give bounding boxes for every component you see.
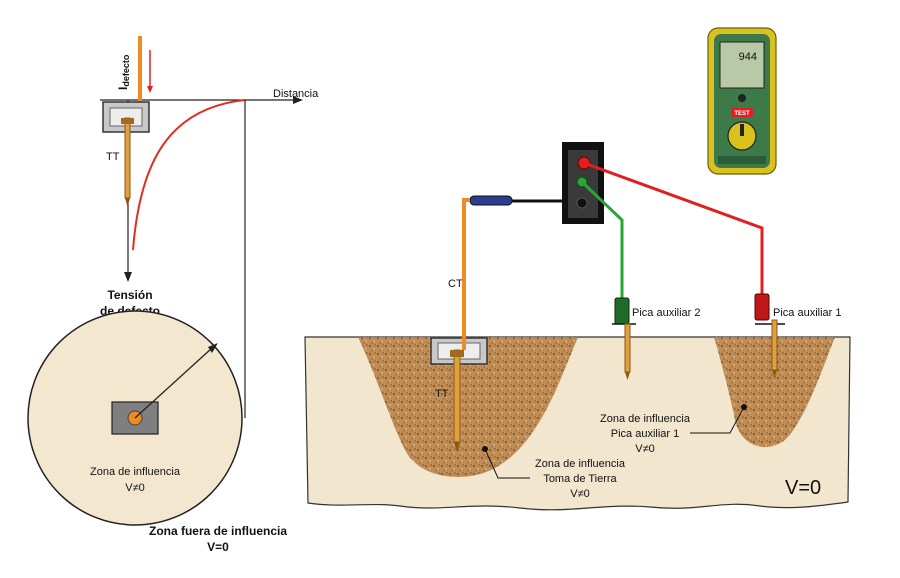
ct-cable-label: CT (448, 278, 463, 290)
probe1-label: Pica auxiliar 1 (773, 307, 841, 319)
probe1-tip (772, 370, 777, 378)
meter-test-label: TEST (734, 111, 750, 117)
probe1-zone-label-2: Pica auxiliar 1 (611, 428, 679, 440)
outer-zone-label-1: Zona fuera de influencia (149, 524, 287, 538)
fault-voltage-label-1: Tensión (107, 288, 152, 302)
fault-current-arrowhead (147, 86, 153, 93)
meter-reading: 944 (739, 51, 757, 63)
radius-arrowhead (208, 343, 218, 353)
meter-terminal-strip (718, 156, 766, 164)
left-diagram: Distancia Idefecto TT Tensión de defecto… (27, 36, 319, 554)
meter-test-button (731, 108, 753, 117)
ground-zone-label-3: V≠0 (570, 488, 590, 500)
probe1-rod (771, 319, 778, 371)
right-diagram: TT CT Pica auxiliar 2 Pica auxiliar 1 (304, 142, 851, 511)
distance-axis-arrow (293, 96, 303, 104)
voltage-axis-arrow (124, 272, 132, 282)
probe2-rod (624, 323, 631, 373)
right-electrode-clamp (450, 350, 464, 357)
ground-influence-cone (358, 337, 578, 477)
right-electrode-tip (454, 442, 460, 452)
terminal-black (576, 197, 588, 209)
probe1-influence-cone (714, 337, 835, 448)
probe1-clip (754, 293, 770, 321)
green-lead (580, 180, 624, 300)
outer-zone-label-2: V=0 (207, 540, 229, 554)
blue-connector (469, 195, 513, 206)
voltage-decay-curve (132, 99, 246, 251)
meter-dial-pointer (740, 124, 744, 136)
right-ground-electrode (453, 349, 461, 443)
radius-arrow (134, 347, 213, 419)
right-electrode-tt-label: TT (435, 388, 449, 400)
probe2-tip (625, 372, 630, 380)
meter-button (738, 94, 746, 102)
ground-electrode (124, 117, 131, 199)
ground-electrode-tip (125, 198, 130, 207)
ground-zone-label-2: Toma de Tierra (543, 473, 617, 485)
inner-zone-label-2: V≠0 (125, 482, 145, 494)
inner-zone-label-1: Zona de influencia (90, 466, 181, 478)
ground-zone-label-1: Zona de influencia (535, 458, 626, 470)
fault-current-label: Idefecto (116, 54, 131, 90)
orange-ct-cable (462, 198, 470, 350)
probe1-zone-label-3: V≠0 (635, 443, 655, 455)
far-zone-v0-label: V=0 (785, 477, 821, 499)
meter-lcd (719, 41, 765, 89)
ground-zone-leader (484, 448, 530, 479)
electrode-clamp (121, 118, 134, 124)
electrode-tt-label: TT (106, 151, 120, 163)
probe1-zone-leader (690, 406, 745, 434)
earth-tester-meter: 944 TEST (707, 27, 777, 175)
probe2-clip (614, 297, 630, 325)
probe1-zone-label-1: Zona de influencia (600, 413, 691, 425)
probe2-label: Pica auxiliar 2 (632, 307, 700, 319)
distance-axis-label: Distancia (273, 88, 319, 100)
red-lead (583, 161, 764, 296)
